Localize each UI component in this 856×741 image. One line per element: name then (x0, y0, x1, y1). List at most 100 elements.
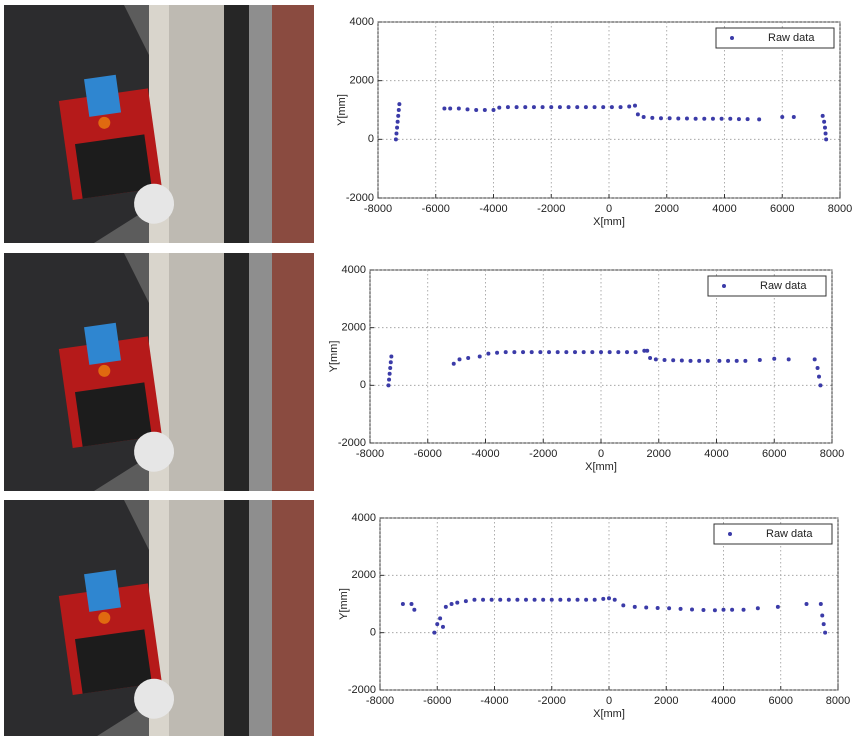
data-point (412, 607, 417, 612)
data-point (472, 597, 477, 602)
x-tick-label: 4000 (711, 695, 735, 707)
data-point (387, 371, 392, 376)
data-point (601, 105, 606, 110)
data-point (474, 108, 479, 112)
data-point (466, 355, 471, 360)
data-point (590, 350, 595, 355)
legend-label: Raw data (760, 280, 807, 292)
x-tick-label: 6000 (770, 203, 794, 215)
data-point (564, 350, 569, 355)
data-point (607, 596, 611, 601)
data-point (547, 350, 552, 355)
data-point (538, 350, 543, 355)
data-point (632, 103, 637, 108)
data-point (455, 600, 460, 605)
x-tick-label: 4000 (704, 448, 728, 460)
data-point (650, 115, 655, 120)
y-axis-label: Y[mm] (328, 341, 340, 373)
data-point (566, 105, 571, 110)
data-point (624, 350, 629, 355)
photo (4, 5, 314, 243)
data-point (730, 607, 735, 612)
data-point (477, 354, 482, 359)
data-point (523, 105, 528, 110)
photo (4, 253, 314, 491)
data-point (804, 602, 809, 606)
data-point (616, 350, 621, 355)
data-point (388, 360, 393, 365)
data-point (449, 602, 454, 606)
x-tick-label: -4000 (480, 695, 508, 707)
data-point (775, 604, 780, 609)
legend-label: Raw data (766, 528, 813, 540)
data-point (388, 366, 393, 371)
data-point (755, 606, 760, 611)
data-point (641, 115, 646, 120)
data-point (575, 105, 580, 110)
data-point (491, 108, 496, 112)
data-point (780, 115, 785, 120)
data-point (443, 604, 448, 609)
x-axis-label: X[mm] (593, 216, 625, 228)
data-point (648, 355, 653, 360)
data-point (386, 383, 391, 388)
data-point (521, 350, 526, 355)
y-tick-label: 2000 (342, 322, 366, 334)
data-point (609, 105, 614, 110)
x-tick-label: 6000 (769, 695, 793, 707)
data-point (743, 358, 748, 363)
y-tick-label: 0 (360, 379, 366, 391)
data-point (495, 350, 500, 355)
y-axis-label: Y[mm] (336, 94, 348, 126)
data-point (612, 597, 617, 602)
data-point (678, 606, 683, 611)
data-point (549, 105, 554, 110)
data-point (655, 606, 660, 611)
y-tick-label: 2000 (352, 569, 376, 581)
legend-box (707, 275, 827, 297)
x-tick-label: 6000 (762, 448, 786, 460)
data-point (514, 105, 519, 110)
data-point (395, 119, 400, 124)
y-tick-label: 0 (368, 133, 374, 145)
y-tick-label: 4000 (342, 264, 366, 276)
x-tick-label: -6000 (414, 448, 442, 460)
data-point (583, 105, 588, 110)
data-point (632, 604, 637, 609)
x-tick-label: -6000 (422, 203, 450, 215)
data-point (818, 602, 823, 606)
data-point (395, 125, 400, 130)
x-tick-label: 0 (598, 448, 604, 460)
x-tick-label: 2000 (647, 448, 671, 460)
data-point (575, 597, 580, 602)
data-point (662, 357, 667, 362)
data-point (531, 105, 536, 110)
data-point (820, 113, 825, 118)
x-tick-label: 8000 (826, 695, 850, 707)
data-point (592, 105, 597, 110)
data-point (387, 377, 392, 382)
data-point (489, 597, 494, 602)
data-point (757, 117, 762, 122)
data-point (529, 350, 534, 355)
data-point (532, 597, 537, 602)
data-point (741, 607, 746, 612)
data-point (456, 106, 461, 111)
data-point (667, 606, 672, 611)
data-point (721, 607, 726, 612)
y-axis-label: Y[mm] (338, 588, 350, 620)
data-point (824, 137, 829, 142)
data-point (486, 351, 491, 356)
data-point (822, 125, 827, 130)
x-tick-label: 0 (606, 695, 612, 707)
data-point (400, 602, 405, 606)
data-point (642, 348, 647, 353)
x-axis-label: X[mm] (593, 708, 625, 720)
data-point (607, 350, 612, 355)
legend-marker (728, 532, 732, 536)
x-tick-label: 2000 (655, 203, 679, 215)
data-point (705, 358, 710, 363)
data-point (512, 350, 517, 355)
data-point (581, 350, 586, 355)
